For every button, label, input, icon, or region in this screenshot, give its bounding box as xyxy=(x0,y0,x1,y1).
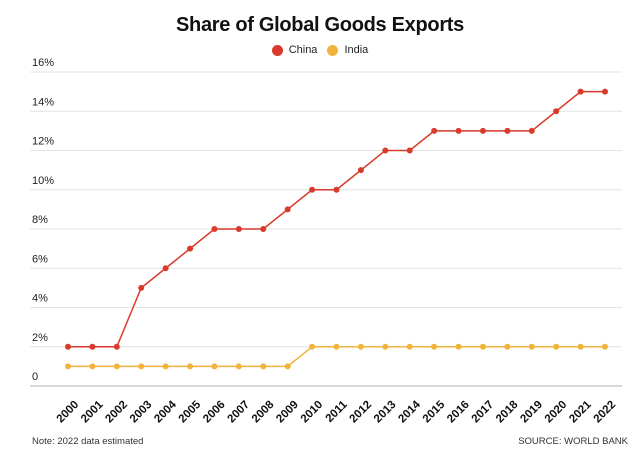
legend-item-china: China xyxy=(271,44,318,56)
x-tick-label: 2016 xyxy=(445,399,472,426)
y-tick-label: 16% xyxy=(32,57,54,69)
data-point-india xyxy=(431,343,438,350)
data-point-india xyxy=(65,363,71,370)
data-point-india xyxy=(211,363,218,370)
data-point-china xyxy=(553,108,560,115)
data-point-china xyxy=(431,127,438,134)
x-tick-label: 2017 xyxy=(470,399,497,426)
data-point-china xyxy=(357,167,364,174)
x-tick-label: 2018 xyxy=(494,398,521,425)
x-tick-label: 2021 xyxy=(567,398,594,425)
data-point-china xyxy=(284,206,291,213)
data-point-china xyxy=(479,127,486,134)
x-tick-label: 2020 xyxy=(543,399,570,426)
data-point-india xyxy=(553,343,560,350)
x-tick-label: 2008 xyxy=(250,398,277,425)
data-point-india xyxy=(382,343,389,350)
x-tick-label: 2007 xyxy=(225,399,252,426)
x-tick-label: 2013 xyxy=(372,399,399,426)
x-tick-label: 2009 xyxy=(274,399,301,426)
x-tick-label: 2004 xyxy=(152,398,179,425)
x-tick-label: 2019 xyxy=(518,399,545,426)
data-point-china xyxy=(455,127,462,134)
legend-label-china: China xyxy=(288,44,318,56)
data-point-china xyxy=(504,127,511,134)
x-tick-label: 2011 xyxy=(324,398,351,425)
data-point-india xyxy=(504,343,511,350)
legend-label-india: India xyxy=(344,44,369,56)
x-tick-label: 2014 xyxy=(396,398,423,425)
series-line-china xyxy=(68,90,605,348)
chart-source: SOURCE: WORLD BANK xyxy=(518,436,628,447)
data-point-india xyxy=(479,343,486,350)
data-point-india xyxy=(357,343,364,350)
legend-marker-china xyxy=(271,44,283,56)
data-point-india xyxy=(187,363,194,370)
x-tick-label: 2003 xyxy=(128,399,155,426)
data-point-china xyxy=(309,186,316,193)
y-tick-label: 12% xyxy=(32,136,54,148)
data-point-india xyxy=(235,363,242,370)
data-point-china xyxy=(406,147,413,154)
data-point-china xyxy=(187,245,194,252)
y-tick-label: 10% xyxy=(32,175,54,187)
y-tick-label: 0 xyxy=(32,371,38,383)
data-point-india xyxy=(455,343,462,350)
data-point-india xyxy=(577,343,584,350)
chart-title: Share of Global Goods Exports xyxy=(175,14,464,36)
data-point-india xyxy=(284,363,291,370)
data-point-china xyxy=(382,147,389,154)
data-point-india xyxy=(333,343,340,350)
x-tick-label: 2005 xyxy=(177,398,204,425)
data-point-india xyxy=(138,363,145,370)
y-tick-label: 14% xyxy=(32,96,54,108)
data-point-china xyxy=(89,343,96,350)
data-point-india xyxy=(113,363,120,370)
chart-note: Note: 2022 data estimated xyxy=(32,436,144,447)
data-point-india xyxy=(309,343,316,350)
legend-marker-india xyxy=(327,44,339,56)
y-tick-label: 8% xyxy=(32,214,48,226)
x-tick-label: 2012 xyxy=(348,399,375,426)
data-point-china xyxy=(235,226,242,232)
x-tick-label: 2022 xyxy=(592,399,619,426)
data-point-india xyxy=(528,343,535,350)
data-point-china xyxy=(211,226,218,232)
data-point-india xyxy=(89,363,96,370)
y-tick-label: 6% xyxy=(32,253,48,265)
y-tick-label: 2% xyxy=(32,332,48,344)
data-point-india xyxy=(602,343,608,350)
data-point-india xyxy=(260,363,267,370)
data-point-china xyxy=(162,265,169,272)
data-point-china xyxy=(602,88,608,95)
data-point-china xyxy=(260,226,267,232)
x-tick-label: 2015 xyxy=(421,398,448,425)
x-tick-label: 2001 xyxy=(79,398,106,425)
data-point-china xyxy=(138,284,145,291)
legend-item-india: India xyxy=(327,44,368,56)
data-point-india xyxy=(162,363,169,370)
x-tick-label: 2002 xyxy=(103,399,130,426)
data-point-china xyxy=(65,343,71,350)
data-point-china xyxy=(577,88,584,95)
data-point-china xyxy=(528,127,535,134)
data-point-india xyxy=(406,343,413,350)
legend: China India xyxy=(0,44,640,56)
data-point-china xyxy=(333,186,340,193)
x-tick-label: 2010 xyxy=(299,399,326,426)
data-point-china xyxy=(113,343,120,350)
y-tick-label: 4% xyxy=(32,293,48,305)
x-tick-label: 2000 xyxy=(55,399,82,426)
x-tick-label: 2006 xyxy=(201,399,228,426)
